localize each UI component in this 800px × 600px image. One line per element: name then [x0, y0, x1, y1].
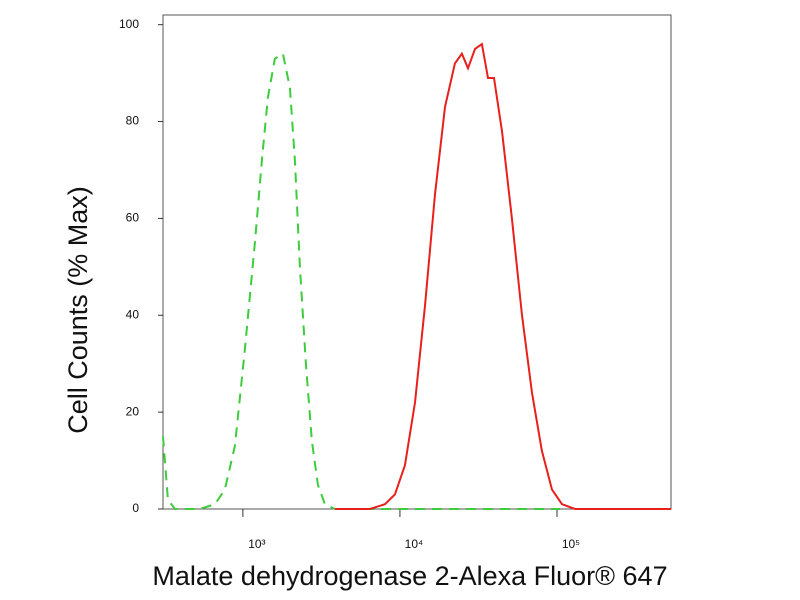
series-line: [162, 52, 560, 510]
y-axis-title: Cell Counts (% Max): [63, 186, 93, 434]
y-tick-label: 40: [126, 307, 140, 321]
plot-frame: [162, 14, 672, 510]
y-tick-label: 20: [126, 404, 140, 418]
series-line: [334, 42, 671, 510]
y-tick-label: 80: [126, 114, 140, 128]
x-axis-title: Malate dehydrogenase 2-Alexa Fluor® 647: [152, 561, 667, 591]
x-tick-label: 10⁵: [562, 537, 580, 551]
y-tick-label: 100: [119, 17, 139, 31]
y-tick-label: 60: [126, 211, 140, 225]
x-tick-label: 10⁴: [405, 537, 424, 551]
y-tick-label: 0: [132, 501, 139, 515]
x-tick-label: 10³: [248, 537, 265, 551]
